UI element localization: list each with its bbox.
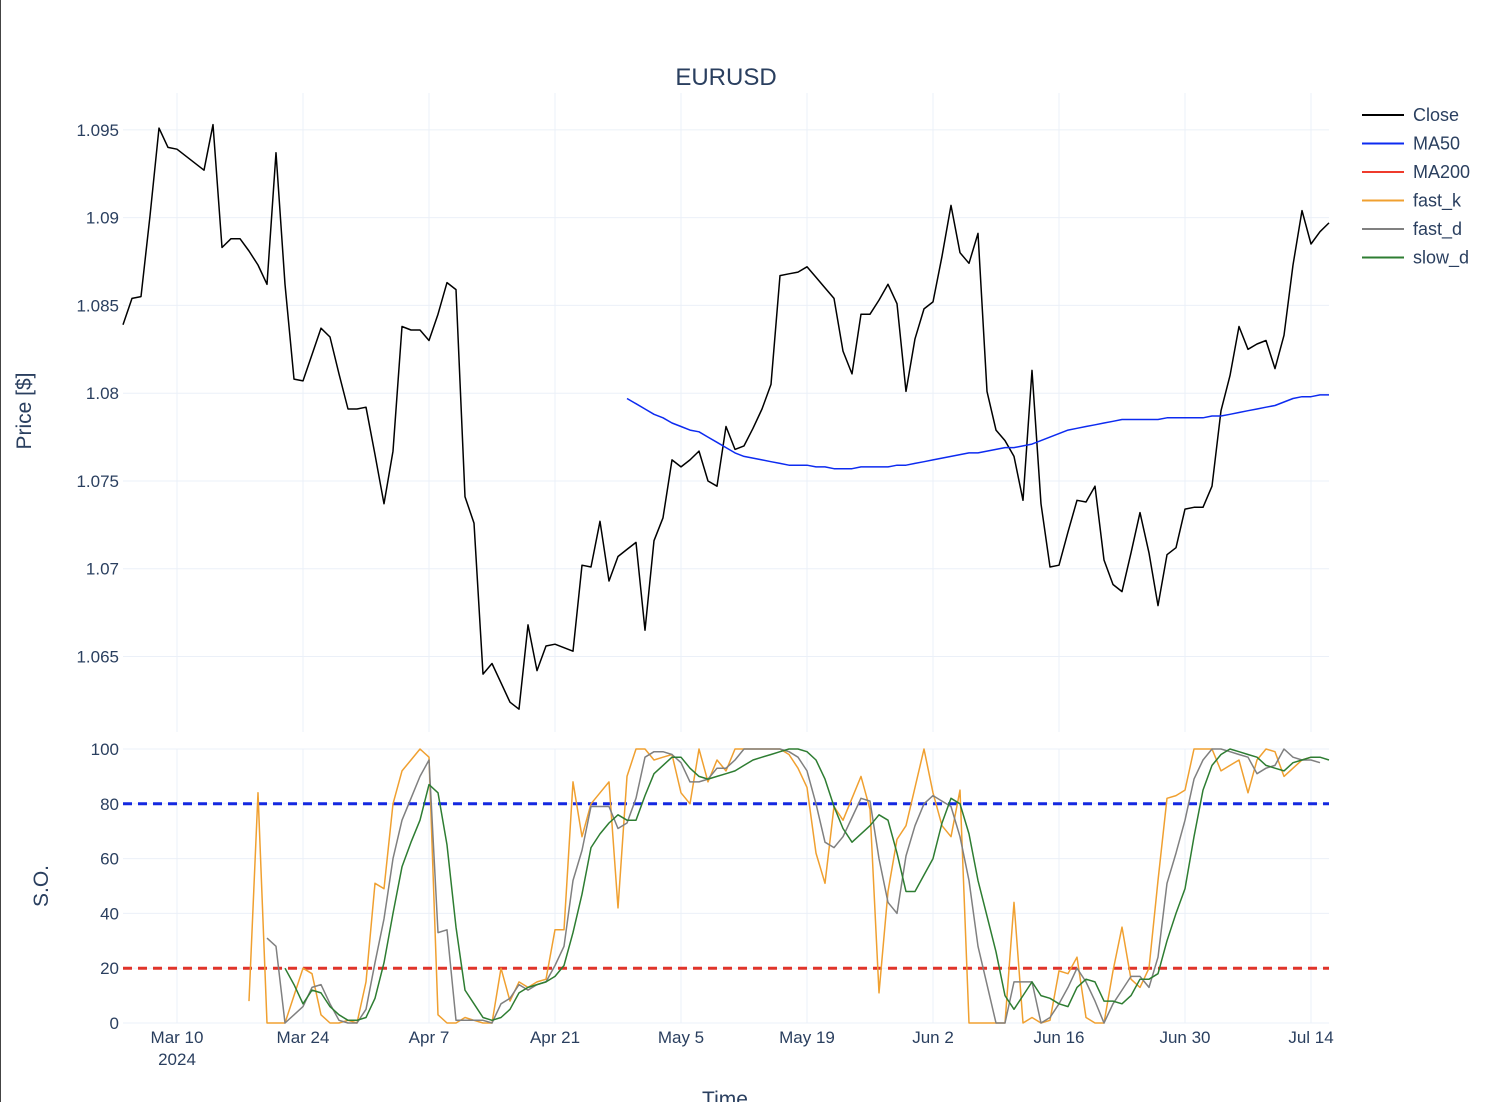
x-tick-label: Jun 2 <box>912 1028 954 1047</box>
legend[interactable]: Close MA50 MA200 fast_k fast_d slow_d <box>1362 105 1470 269</box>
x-tick-label: Apr 21 <box>530 1028 580 1047</box>
series-line-fast-d <box>266 748 1321 1024</box>
chart-title: EURUSD <box>675 64 776 91</box>
legend-item-ma50[interactable]: MA50 <box>1362 134 1460 154</box>
x-gridlines <box>176 93 1312 1023</box>
x-tick-label: Jun 16 <box>1033 1028 1084 1047</box>
legend-label: MA50 <box>1413 134 1460 154</box>
legend-item-ma200[interactable]: MA200 <box>1362 162 1470 182</box>
legend-item-fast-k[interactable]: fast_k <box>1362 191 1462 212</box>
y-tick-label: 60 <box>100 850 119 869</box>
y-tick-label: 1.095 <box>76 121 119 140</box>
x-ticks: Mar 10 2024 Mar 24 Apr 7 Apr 21 May 5 May 19 Ju… <box>151 1028 1334 1069</box>
legend-item-slow-d[interactable]: slow_d <box>1362 248 1469 269</box>
legend-label: Close <box>1413 105 1459 125</box>
legend-item-fast-d[interactable]: fast_d <box>1362 219 1462 240</box>
reference-lines <box>123 802 1329 970</box>
x-tick-label: Mar 24 <box>277 1028 330 1047</box>
x-tick-label: May 19 <box>779 1028 835 1047</box>
y-tick-label: 100 <box>91 740 119 759</box>
series-line-fast-k <box>248 748 1312 1024</box>
price-series <box>122 123 1330 710</box>
price-gridlines <box>123 129 1329 658</box>
y-tick-label: 1.085 <box>76 296 119 315</box>
y-tick-label: 20 <box>100 959 119 978</box>
x-tick-label: Jul 14 <box>1288 1028 1333 1047</box>
y-tick-label: 40 <box>100 904 119 923</box>
y-tick-label: 0 <box>110 1014 119 1033</box>
legend-label: fast_d <box>1413 219 1462 240</box>
series-line-slow-d <box>284 748 1330 1022</box>
legend-label: MA200 <box>1413 162 1470 182</box>
x-tick-label: Mar 10 2024 <box>151 1028 204 1069</box>
so-series <box>248 748 1330 1024</box>
price-y-axis-title: Price [$] <box>13 372 36 449</box>
x-axis-title: Time <box>702 1088 748 1102</box>
y-tick-label: 1.07 <box>86 560 119 579</box>
series-line-ma50 <box>626 394 1329 470</box>
legend-label: fast_k <box>1413 191 1462 212</box>
y-tick-label: 1.075 <box>76 472 119 491</box>
x-tick-label: Jun 30 <box>1159 1028 1210 1047</box>
y-tick-label: 1.08 <box>86 384 119 403</box>
so-y-ticks: 0 20 40 60 80 100 <box>91 740 119 1033</box>
price-y-ticks: 1.065 1.07 1.075 1.08 1.085 1.09 1.095 <box>76 121 119 667</box>
legend-label: slow_d <box>1413 248 1469 269</box>
so-gridlines <box>123 748 1329 1024</box>
series-line-close <box>122 123 1330 710</box>
x-tick-label: Apr 7 <box>409 1028 450 1047</box>
so-y-axis-title: S.O. <box>30 865 53 907</box>
x-tick-label: May 5 <box>658 1028 704 1047</box>
y-tick-label: 1.065 <box>76 648 119 667</box>
legend-item-close[interactable]: Close <box>1362 105 1459 125</box>
y-tick-label: 80 <box>100 795 119 814</box>
y-tick-label: 1.09 <box>86 209 119 228</box>
